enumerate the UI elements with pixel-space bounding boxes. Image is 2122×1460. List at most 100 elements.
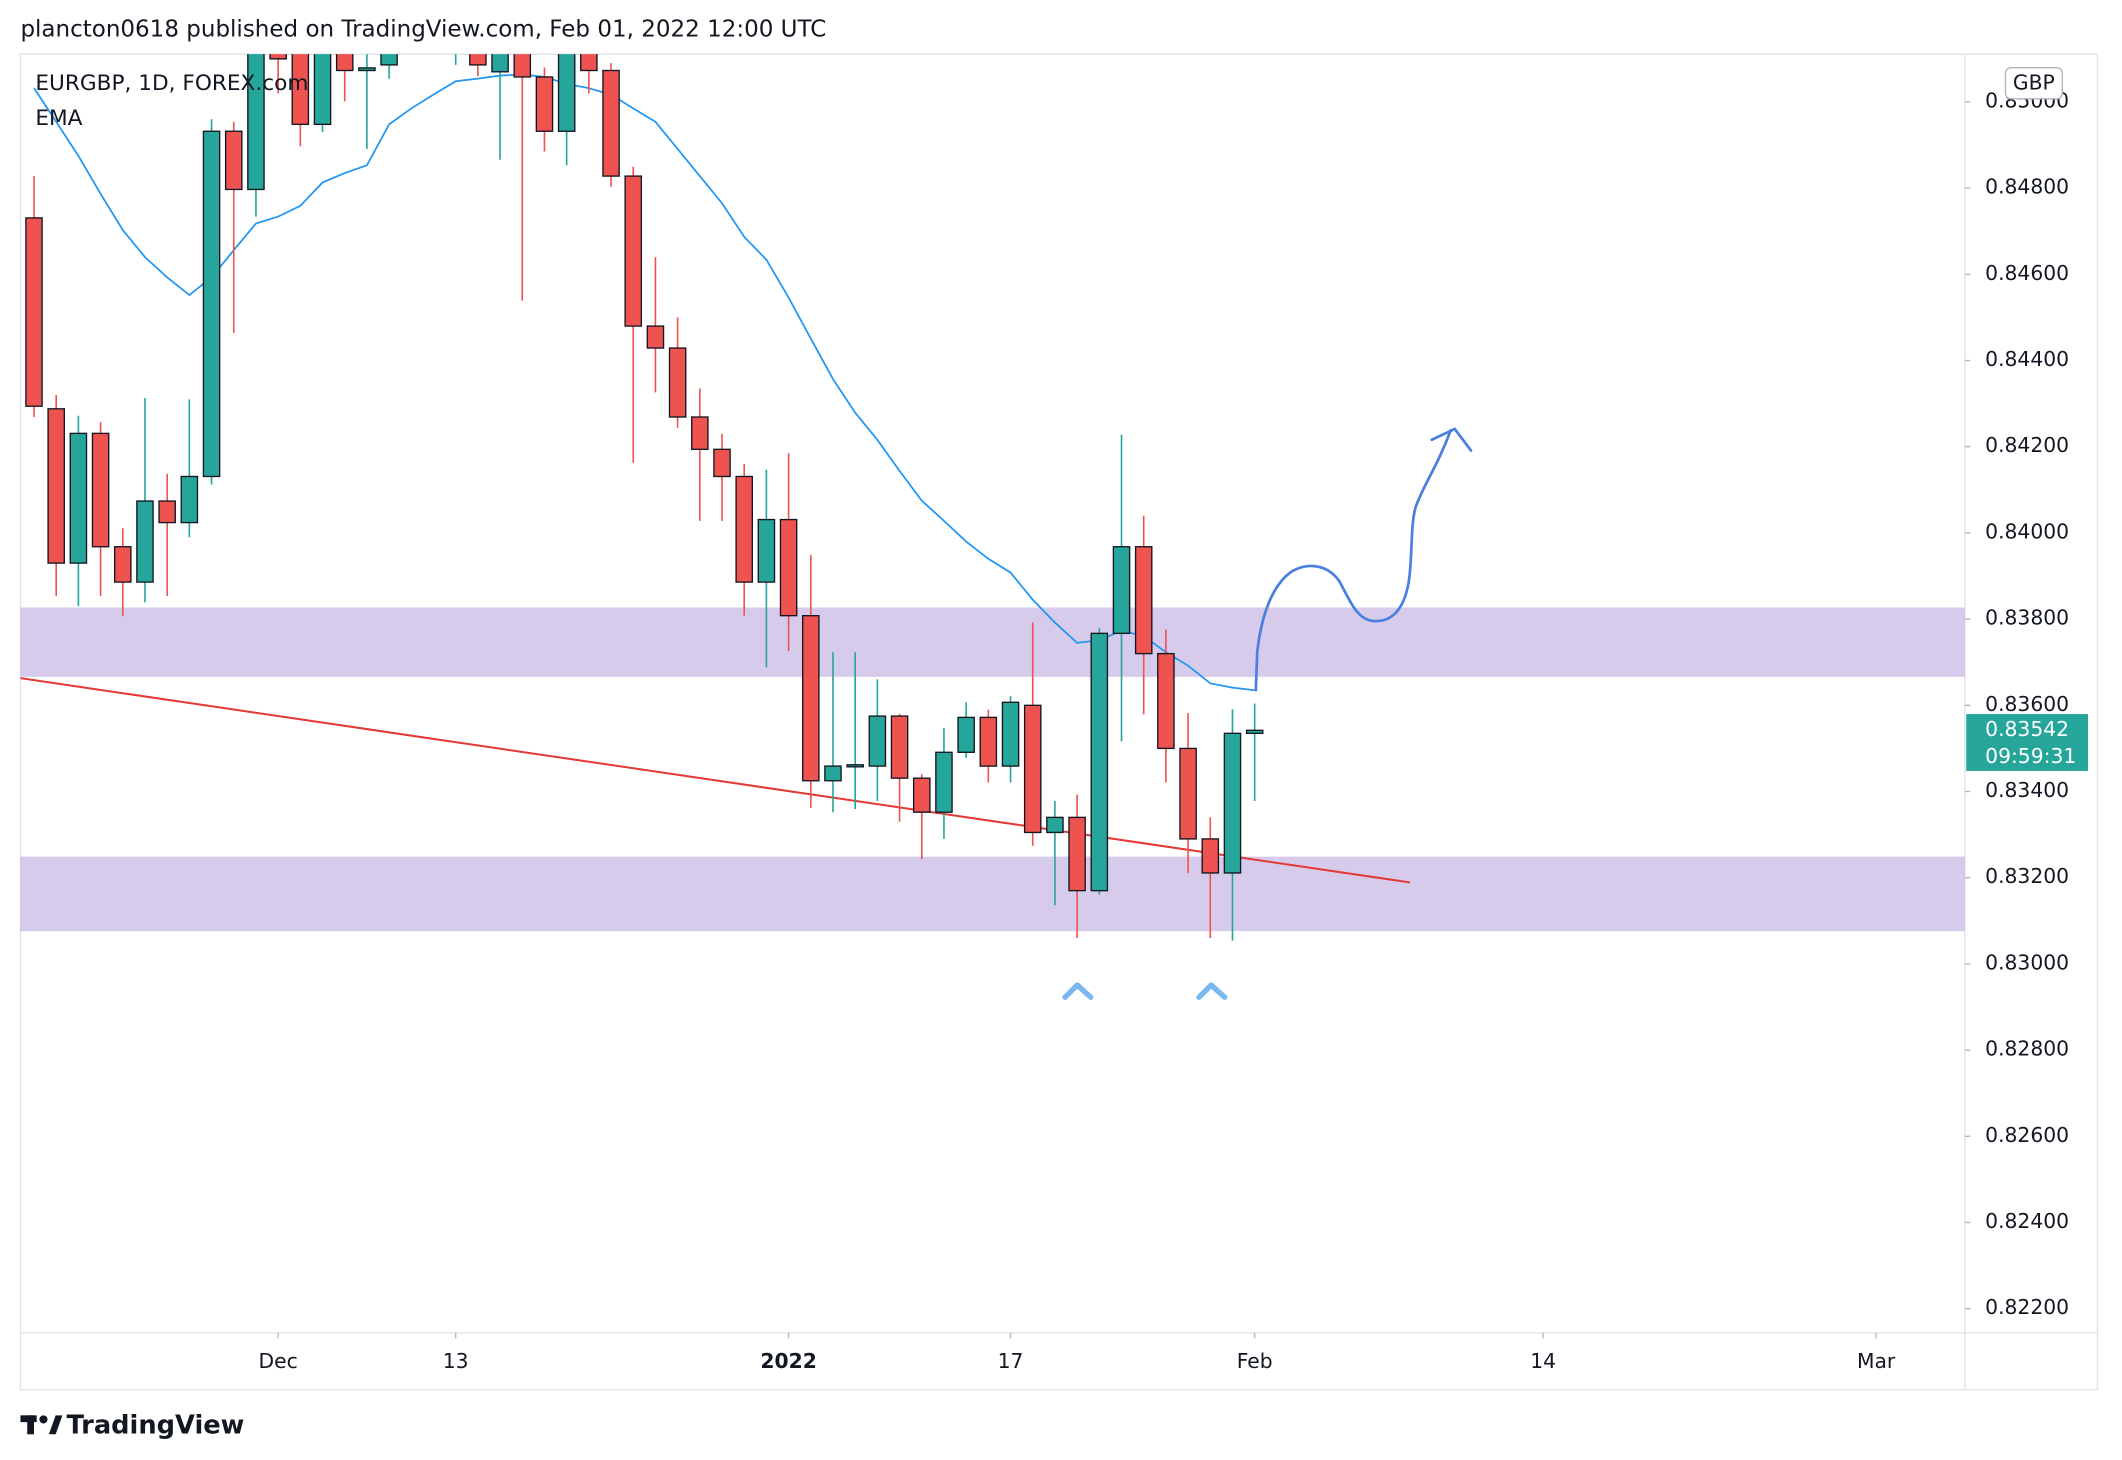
- candle-body: [335, 54, 354, 72]
- symbol-title: EURGBP, 1D, FOREX.com: [35, 71, 308, 96]
- indicator-label: EMA: [35, 106, 82, 131]
- trendline: [20, 677, 1411, 884]
- candle-body: [691, 416, 709, 450]
- candle-body: [224, 130, 243, 191]
- candle-body: [358, 67, 376, 72]
- candle-body: [69, 432, 88, 564]
- candle-body: [113, 546, 132, 583]
- candle-body: [158, 500, 176, 524]
- candle-body: [1157, 652, 1175, 750]
- y-tick-label: 0.82800: [1985, 1037, 2069, 1061]
- brand-name: TradingView: [66, 1411, 244, 1441]
- y-tick-label: 0.83800: [1985, 606, 2069, 630]
- candle-body: [846, 764, 864, 768]
- y-tick-label: 0.84000: [1985, 519, 2069, 543]
- candle-body: [957, 716, 975, 753]
- candle-body: [491, 54, 509, 73]
- last-price-box: [1966, 714, 2089, 771]
- candle-body: [136, 500, 154, 583]
- y-tick-label: 0.83000: [1985, 950, 2069, 974]
- candle-body: [1223, 732, 1242, 874]
- candle-body: [979, 716, 998, 767]
- y-tick-label: 0.82600: [1985, 1123, 2069, 1147]
- bottom-marker: [1062, 982, 1094, 1000]
- candle-body: [735, 475, 754, 583]
- y-tick-label: 0.83400: [1985, 778, 2069, 802]
- x-tick-label: 17: [998, 1349, 1024, 1373]
- y-tick-label: 0.84600: [1985, 261, 2069, 285]
- candle-body: [535, 76, 554, 132]
- candle-body: [801, 614, 820, 782]
- bottom-marker: [1196, 982, 1228, 1000]
- candle-body: [269, 54, 287, 60]
- projection-arrow: [1254, 428, 1453, 692]
- last-price-label: 0.83542: [1985, 717, 2069, 741]
- candle-body: [1179, 747, 1197, 840]
- candle-body: [668, 347, 687, 418]
- candle-body: [646, 325, 665, 349]
- y-tick-label: 0.84400: [1985, 347, 2069, 371]
- logo: [48, 1415, 63, 1435]
- axes: 0.850000.848000.846000.844000.842000.840…: [259, 66, 2089, 1373]
- candle-body: [868, 715, 887, 767]
- candle-body: [25, 217, 43, 407]
- currency-box: [2004, 66, 2063, 100]
- header: plancton0618 published on TradingView.co…: [20, 16, 826, 42]
- candle-body: [757, 518, 776, 583]
- candle-body: [624, 175, 643, 327]
- candle-body: [557, 54, 576, 132]
- candle-body: [180, 475, 199, 524]
- candle-body: [202, 130, 221, 478]
- candle-body: [602, 69, 620, 177]
- currency-label: GBP: [2013, 70, 2055, 94]
- zone: [20, 607, 1965, 677]
- x-tick-label: Dec: [259, 1349, 298, 1373]
- zone: [20, 856, 1965, 932]
- candle-body: [313, 54, 332, 126]
- arrow-head: [1430, 427, 1473, 452]
- candle-body: [824, 765, 842, 782]
- brand: TradingView: [20, 1411, 244, 1441]
- ema-line: [33, 73, 1255, 692]
- y-tick-label: 0.84800: [1985, 175, 2069, 199]
- candle-body: [1134, 546, 1153, 655]
- candle-body: [513, 54, 532, 78]
- candle-body: [1068, 816, 1086, 892]
- candle-body: [469, 54, 487, 66]
- candle-body: [1245, 729, 1264, 735]
- y-tick-label: 0.83200: [1985, 864, 2069, 888]
- candle-body: [1046, 816, 1064, 834]
- candle-body: [935, 751, 953, 813]
- x-tick-label: 14: [1530, 1349, 1556, 1373]
- candle-body: [779, 518, 798, 617]
- candle-body: [580, 54, 598, 72]
- candle-body: [890, 715, 909, 779]
- candle-body: [291, 54, 310, 126]
- candle-body: [1001, 701, 1020, 767]
- frame: [19, 53, 2099, 1391]
- candle-body: [47, 408, 65, 564]
- y-tick-label: 0.82200: [1985, 1295, 2069, 1319]
- y-tick-label: 0.84200: [1985, 433, 2069, 457]
- candle-body: [713, 448, 731, 478]
- candle-body: [91, 432, 110, 548]
- y-tick-label: 0.83600: [1985, 692, 2069, 716]
- x-tick-label: 13: [443, 1349, 469, 1373]
- logo: [27, 1415, 34, 1435]
- candle-body: [1112, 546, 1131, 635]
- plot: [20, 0, 1965, 941]
- candle-body: [1090, 632, 1109, 892]
- y-tick-label: 0.82400: [1985, 1209, 2069, 1233]
- candle-body: [403, 0, 419, 16]
- candle-body: [1023, 704, 1042, 834]
- x-tick-label: Feb: [1237, 1349, 1273, 1373]
- drawing: [1062, 427, 1473, 1000]
- candle-body: [912, 777, 931, 813]
- candle-body: [1201, 838, 1220, 874]
- countdown-label: 09:59:31: [1985, 744, 2076, 768]
- candle-body: [380, 54, 398, 66]
- logo: [39, 1415, 48, 1424]
- x-tick-label: Mar: [1857, 1349, 1896, 1373]
- x-tick-label: 2022: [760, 1349, 816, 1373]
